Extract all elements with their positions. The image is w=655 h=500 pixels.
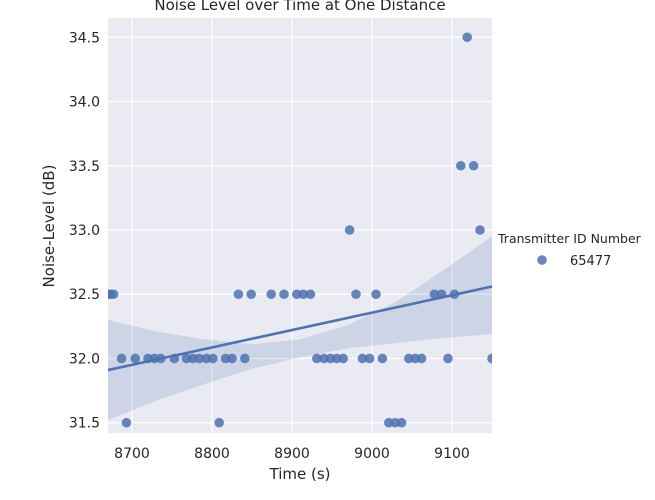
grid xyxy=(108,18,492,433)
data-point xyxy=(462,32,473,43)
x-axis-label: Time (s) xyxy=(269,465,331,483)
tick-labels: 8700 8800 8900 9000 9100 31.5 32.0 32.5 33.0 33.5… xyxy=(69,30,470,462)
data-point xyxy=(357,353,368,364)
y-tick-label: 33.5 xyxy=(69,159,100,175)
data-point xyxy=(116,353,127,364)
data-point xyxy=(279,289,289,300)
y-tick-label: 31.5 xyxy=(69,416,100,432)
data-point xyxy=(344,225,355,235)
data-point xyxy=(377,353,388,364)
data-point xyxy=(208,353,218,364)
data-point xyxy=(338,353,349,364)
confidence-band xyxy=(108,236,492,421)
data-point xyxy=(233,289,244,300)
y-tick-label: 33.0 xyxy=(69,223,100,239)
plot-background xyxy=(108,18,492,433)
data-point xyxy=(108,289,119,300)
data-point xyxy=(312,353,322,364)
data-point xyxy=(468,160,479,171)
plot-area xyxy=(108,18,492,433)
y-tick-label: 32.5 xyxy=(69,287,100,303)
legend-title: Transmitter ID Number xyxy=(497,231,642,246)
x-tick-label: 9000 xyxy=(354,446,390,462)
data-point xyxy=(156,353,166,364)
data-point xyxy=(121,417,132,428)
data-point xyxy=(298,289,309,300)
y-axis-label: Noise-Level (dB) xyxy=(40,165,58,288)
data-point xyxy=(443,353,453,364)
x-tick-label: 9100 xyxy=(434,446,470,462)
data-point xyxy=(436,289,447,300)
data-point xyxy=(240,353,250,364)
data-point xyxy=(194,353,204,364)
data-point xyxy=(130,353,140,364)
data-point xyxy=(371,289,381,300)
y-tick-label: 34.0 xyxy=(69,95,100,111)
data-point xyxy=(305,289,316,300)
data-point xyxy=(416,353,427,364)
legend: Transmitter ID Number 65477 xyxy=(497,231,642,269)
data-point xyxy=(266,289,277,300)
data-point xyxy=(429,289,440,300)
data-point xyxy=(227,353,237,364)
legend-marker xyxy=(537,255,547,265)
data-point xyxy=(449,289,460,300)
y-tick-label: 32.0 xyxy=(69,351,100,367)
data-point xyxy=(214,417,224,428)
x-tick-label: 8800 xyxy=(194,446,230,462)
data-point xyxy=(456,160,466,171)
chart-title: Noise Level over Time at One Distance xyxy=(154,0,445,14)
data-point xyxy=(487,353,492,364)
data-point xyxy=(364,353,375,364)
data-points xyxy=(108,32,492,428)
confidence-band-layer xyxy=(108,236,492,421)
data-point xyxy=(351,289,361,300)
data-point xyxy=(475,225,485,235)
y-tick-label: 34.5 xyxy=(69,30,100,46)
data-point xyxy=(169,353,180,364)
legend-entry-label: 65477 xyxy=(570,254,611,269)
data-point xyxy=(246,289,256,300)
x-tick-label: 8700 xyxy=(114,446,150,462)
data-point xyxy=(396,417,407,428)
x-tick-label: 8900 xyxy=(274,446,310,462)
